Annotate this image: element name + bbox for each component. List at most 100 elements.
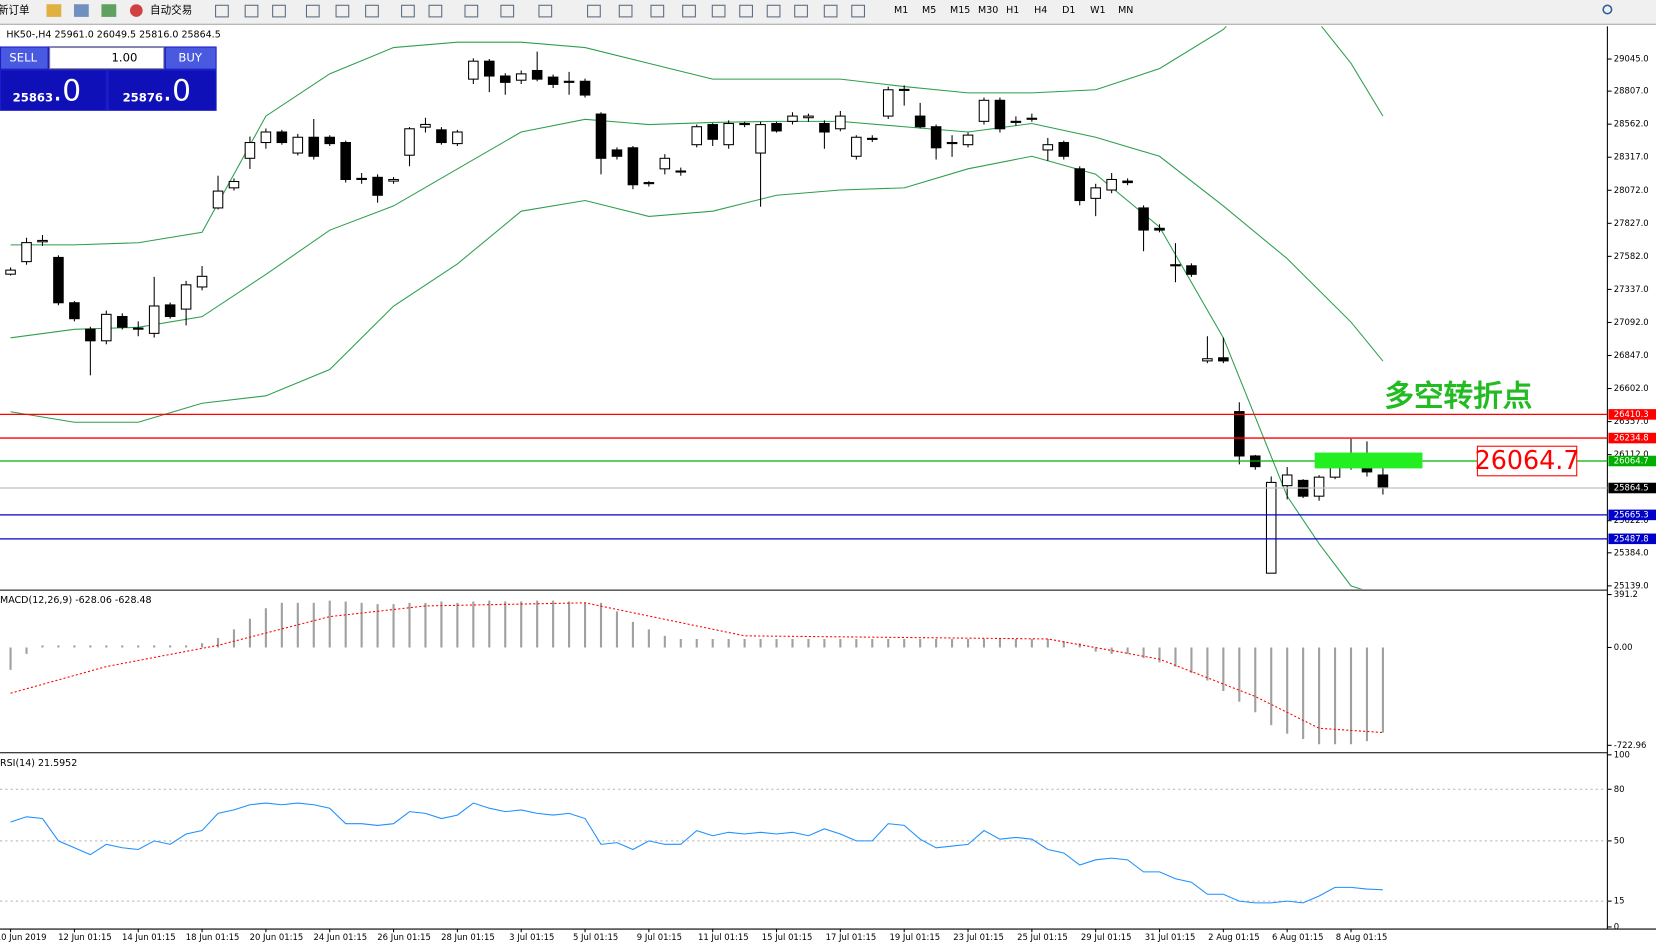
timeframe-button[interactable]: M30 <box>978 5 998 16</box>
new-order-button[interactable]: 新订单 <box>0 4 30 17</box>
y-tick-label: 28562.0 <box>1614 119 1649 129</box>
toolbar-icon[interactable] <box>46 4 62 17</box>
auto-trade-button[interactable]: 自动交易 <box>150 4 192 17</box>
candle-body <box>388 178 399 182</box>
candle-body <box>1058 141 1070 157</box>
toolbar-icon[interactable] <box>401 4 415 18</box>
price-axis <box>1607 26 1656 930</box>
price-callout-box <box>1476 445 1578 477</box>
toolbar-icon[interactable] <box>215 4 229 18</box>
toolbar-icon[interactable] <box>711 4 726 18</box>
candle-body <box>436 129 447 144</box>
toolbar-icon[interactable] <box>823 4 838 18</box>
candle-body <box>851 136 862 157</box>
toolbar-icon[interactable] <box>739 4 753 18</box>
candle-body <box>659 157 671 170</box>
candle-body <box>962 134 974 146</box>
chart-header: HK50-,H4 25961.0 26049.5 25816.0 25864.5 <box>6 29 220 40</box>
candle-body <box>1090 187 1101 199</box>
candle-body <box>946 141 958 145</box>
toolbar-icon[interactable] <box>335 4 350 18</box>
candle-body <box>499 75 511 83</box>
candle-body <box>484 60 495 77</box>
candle-body <box>1074 168 1086 202</box>
bid-box[interactable] <box>1 70 106 110</box>
buy-button[interactable] <box>165 47 216 69</box>
candle-body <box>930 126 942 149</box>
level-tag <box>1608 533 1656 545</box>
toolbar-icon[interactable] <box>650 4 665 18</box>
candle-body <box>101 313 112 342</box>
timeframe-button[interactable]: M5 <box>922 5 936 16</box>
toolbar-icon[interactable] <box>305 4 320 18</box>
candle-body <box>180 284 192 310</box>
x-tick-label: 19 Jul 01:15 <box>889 932 940 942</box>
candle-body <box>994 99 1006 130</box>
candle-body <box>148 305 160 334</box>
candle-body <box>164 304 176 318</box>
ask-box[interactable] <box>108 70 216 110</box>
sell-label[interactable]: SELL <box>9 51 37 65</box>
x-tick-label: 24 Jun 01:15 <box>313 932 367 942</box>
toolbar-icon[interactable] <box>272 4 286 18</box>
candle-body <box>372 176 383 196</box>
toolbar-icon[interactable] <box>587 4 601 18</box>
toolbar-icon[interactable] <box>618 4 633 18</box>
timeframe-button[interactable]: M1 <box>894 5 908 16</box>
candle-body <box>21 242 32 263</box>
timeframe-button[interactable]: H1 <box>1006 5 1019 16</box>
y-tick-label: 27092.0 <box>1614 317 1649 327</box>
level-tag-label: 26064.7 <box>1614 456 1649 466</box>
toolbar-icon[interactable] <box>538 4 553 18</box>
timeframe-button[interactable]: W1 <box>1090 5 1105 16</box>
candle-body <box>866 137 878 140</box>
toolbar-icon[interactable] <box>682 4 696 18</box>
candle-body <box>1186 265 1197 275</box>
toolbar-icon[interactable] <box>766 4 781 18</box>
y-tick-label: 27337.0 <box>1614 284 1649 294</box>
one-click-trading-panel: SELL 1.00 BUY 25863 .0 25876 .0 <box>0 46 217 111</box>
y-tick-label: 26112.0 <box>1614 449 1649 459</box>
lots-input[interactable] <box>49 46 165 70</box>
rsi-plot <box>10 802 1383 904</box>
timeframe-button[interactable]: M15 <box>950 5 970 16</box>
y-tick-label: 27582.0 <box>1614 251 1649 261</box>
x-tick-label: 29 Jul 01:15 <box>1081 932 1132 942</box>
lots-value[interactable]: 1.00 <box>112 51 138 65</box>
bollinger-lower <box>10 155 1363 590</box>
y-tick-label: 26357.0 <box>1614 416 1649 426</box>
timeframe-button[interactable]: H4 <box>1034 5 1047 16</box>
toolbar-icon[interactable] <box>73 4 89 17</box>
zone-rectangle <box>1314 452 1423 469</box>
candle-body <box>531 69 543 80</box>
candle-body <box>85 328 96 342</box>
candle-body <box>819 122 830 133</box>
bid-price: 25863 <box>13 91 53 105</box>
timeframe-button[interactable]: MN <box>1118 5 1133 16</box>
level-tag <box>1608 455 1656 467</box>
candle-body <box>771 122 782 132</box>
macd-signal <box>10 602 1383 734</box>
search-icon[interactable] <box>1602 4 1613 15</box>
level-tag-label: 25487.8 <box>1614 533 1649 543</box>
toolbar-icon[interactable] <box>101 4 117 17</box>
toolbar-icon[interactable] <box>851 4 865 18</box>
toolbar-icon[interactable] <box>244 4 259 18</box>
candle-body <box>835 115 846 130</box>
toolbar-icon[interactable] <box>365 4 379 18</box>
rsi-line <box>10 802 1383 904</box>
auto-trade-icon[interactable] <box>129 4 143 17</box>
toolbar-icon[interactable] <box>794 4 808 18</box>
timeframe-button[interactable]: D1 <box>1062 5 1075 16</box>
candle-body <box>1218 357 1229 362</box>
toolbar-icon[interactable] <box>464 4 479 18</box>
candle-body <box>1106 178 1117 191</box>
candle-body <box>1042 144 1054 151</box>
level-tag <box>1608 509 1656 521</box>
sell-button[interactable] <box>1 47 48 69</box>
buy-label[interactable]: BUY <box>178 51 202 65</box>
x-tick-label: 17 Jul 01:15 <box>826 932 877 942</box>
toolbar-icon[interactable] <box>428 4 443 18</box>
toolbar-icon[interactable] <box>500 4 515 18</box>
